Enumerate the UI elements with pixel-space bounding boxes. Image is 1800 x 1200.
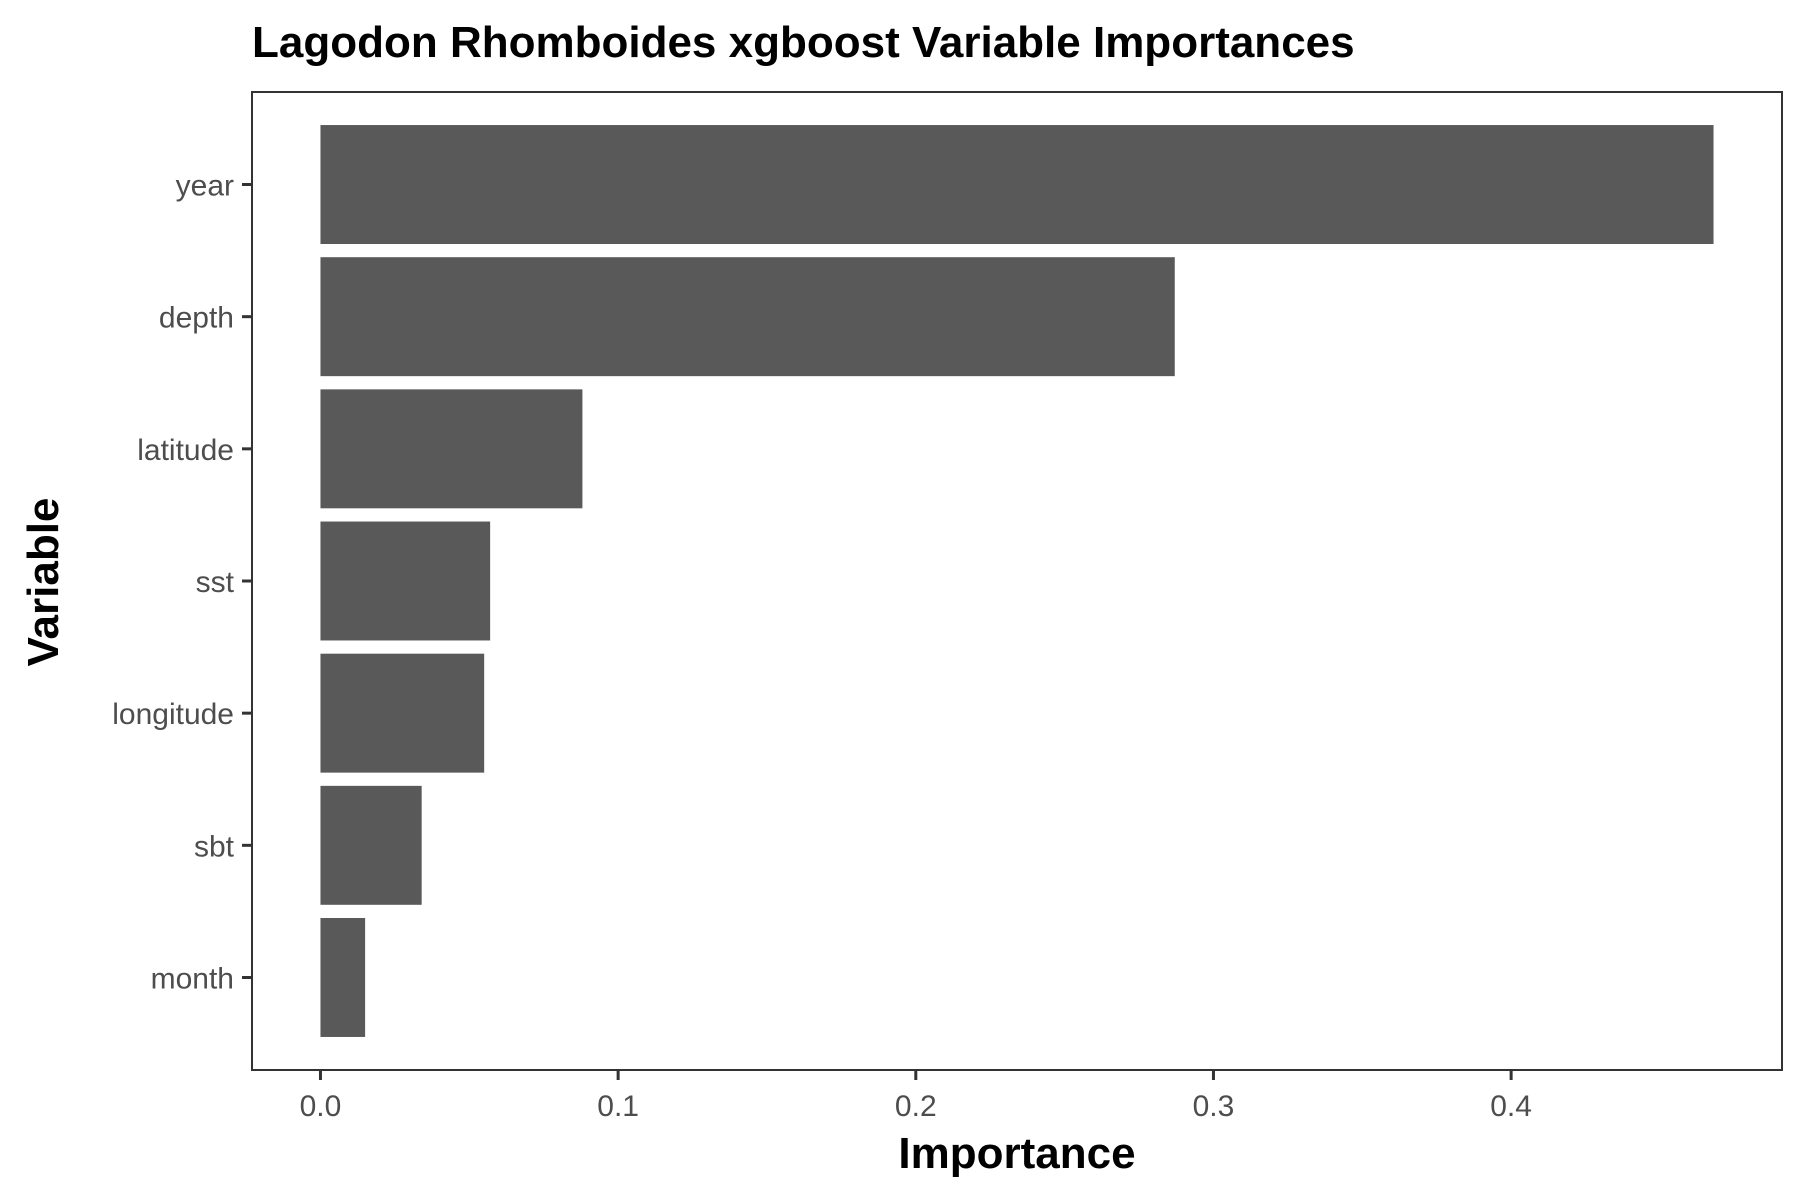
x-tick-label-2: 0.2 [895, 1090, 937, 1123]
bar-latitude [320, 389, 583, 509]
bar-depth [320, 257, 1175, 377]
x-tick-label-4: 0.4 [1490, 1090, 1532, 1123]
bars-layer [320, 125, 1714, 1037]
x-tick-label-0: 0.0 [300, 1090, 342, 1123]
y-tick-label-sbt: sbt [194, 830, 235, 863]
bar-sst [320, 521, 491, 641]
y-tick-label-latitude: latitude [137, 434, 234, 467]
y-tick-label-year: year [176, 170, 234, 203]
bar-month [320, 918, 366, 1037]
x-axis-title: Importance [898, 1129, 1135, 1178]
x-axis: 0.0 0.1 0.2 0.3 0.4 [300, 1070, 1532, 1123]
x-tick-label-3: 0.3 [1193, 1090, 1235, 1123]
bar-sbt [320, 785, 422, 905]
chart-title: Lagodon Rhomboides xgboost Variable Impo… [252, 18, 1355, 67]
y-tick-label-depth: depth [159, 302, 234, 335]
x-tick-label-1: 0.1 [597, 1090, 639, 1123]
bar-year [320, 125, 1714, 244]
y-tick-label-month: month [151, 962, 234, 995]
y-tick-label-longitude: longitude [112, 698, 234, 731]
y-axis-title: Variable [19, 498, 68, 667]
y-tick-label-sst: sst [196, 566, 235, 599]
bar-longitude [320, 653, 485, 773]
y-axis: year depth latitude sst longitude sbt month [112, 170, 252, 995]
